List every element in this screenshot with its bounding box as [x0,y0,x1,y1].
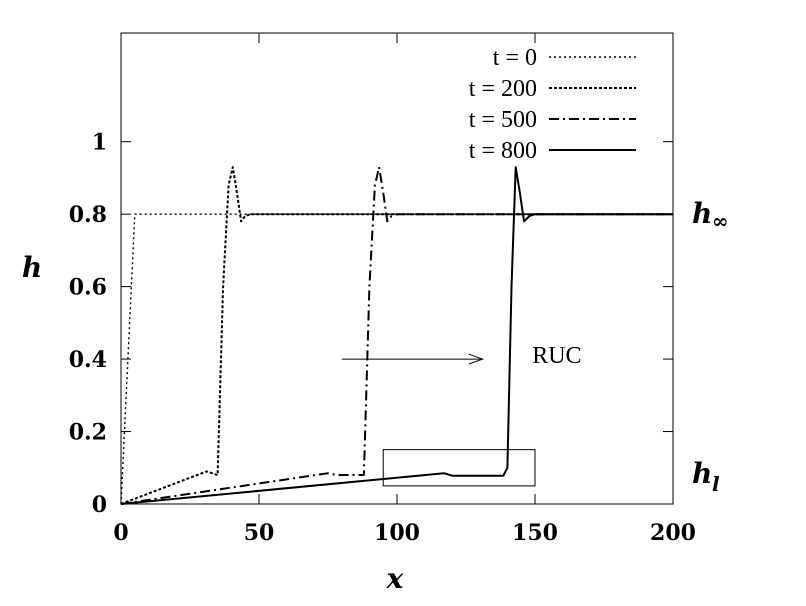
series-line-t-0 [120,213,673,505]
y-tick-label: 1 [92,130,107,156]
ruc-label: RUC [532,343,581,369]
h-infinity-label: h [692,197,712,230]
h-infinity-subscript: ∞ [712,209,729,233]
x-tick-label: 150 [512,520,558,546]
legend-label: t = 500 [469,107,537,133]
x-tick-label: 100 [374,520,420,546]
y-tick-label: 0 [92,492,107,518]
y-tick-label: 0.6 [69,275,107,301]
legend-label: t = 0 [493,45,537,71]
y-tick-label: 0.8 [69,202,107,228]
legend-label: t = 800 [469,138,537,164]
series-line-t-200 [120,166,673,505]
series-line-t-500 [120,166,673,505]
zoom-box [382,449,536,487]
plot-frame [120,32,674,505]
x-tick-label: 0 [113,520,128,546]
arrow-head [468,353,485,365]
y-axis-label: h [22,251,42,284]
h-l-label: h [692,457,712,490]
y-tick-label: 0.2 [69,420,107,446]
y-tick-label: 0.4 [69,347,107,373]
h-l-subscript: l [712,472,720,496]
x-tick-label: 200 [650,520,696,546]
series-line-t-800 [120,166,673,505]
x-tick-label: 50 [244,520,275,546]
legend-label: t = 200 [469,76,537,102]
x-axis-label: x [386,562,404,595]
